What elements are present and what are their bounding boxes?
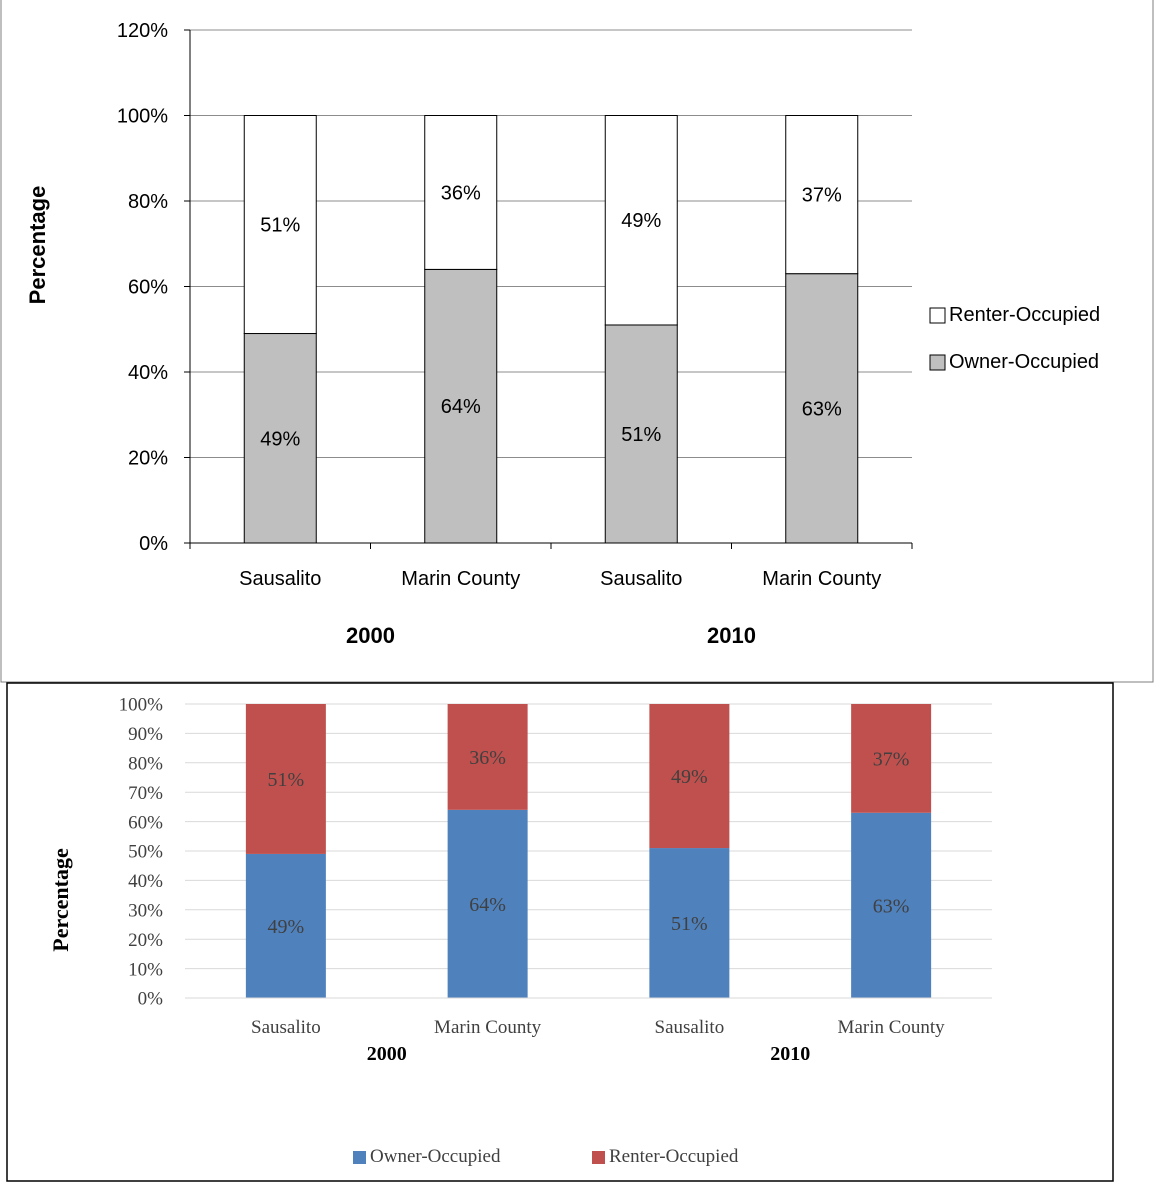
x-group-label: 2000 [346,623,395,648]
chart-top-y-axis: 0% 20% 40% 60% 80% 100% 120% [117,20,191,555]
chart-top-ylabel: Percentage [25,186,50,305]
y-tick-label: 70% [128,783,163,804]
chart-bottom-y-axis: 0% 10% 20% 30% 40% 50% 60% 70% 80% 90% 100% [119,695,164,1010]
data-label-renter-occupied: 51% [260,215,300,237]
x-category-label: Marin County [838,1017,946,1038]
data-label-renter-occupied: 49% [621,210,661,232]
data-label-owner-occupied: 63% [802,398,842,420]
y-tick-label: 100% [119,695,164,716]
y-tick-label: 40% [128,362,168,384]
y-tick-label: 60% [128,277,168,299]
y-tick-label: 10% [128,959,163,980]
x-group-label: 2010 [707,623,756,648]
y-tick-label: 20% [128,930,163,951]
y-tick-label: 90% [128,724,163,745]
x-category-label: Marin County [401,568,520,590]
chart-top-bars: 49% 51% 64% 36% 51% 49% 63% 37% [243,115,859,544]
data-label-renter-occupied: 36% [441,182,481,204]
data-label-renter-occupied: 37% [873,748,910,770]
bar-owner-occupied [785,273,859,544]
chart-bottom-ylabel: Percentage [48,848,73,952]
chart-bottom-x-axis: Sausalito Marin County Sausalito Marin Coun… [185,997,992,1065]
bar-renter-occupied [245,704,326,854]
legend-swatch-owner-occupied [929,354,946,371]
y-tick-label: 100% [117,106,168,128]
chart-top-legend: Renter-Occupied Owner-Occupied [929,304,1100,373]
data-label-owner-occupied: 64% [441,396,481,418]
legend-swatch-owner-occupied [353,1151,366,1164]
bar-renter-occupied [604,115,678,326]
chart-top-x-axis: Sausalito Marin County Sausalito Marin Coun… [189,542,913,648]
x-category-label: Sausalito [655,1017,725,1038]
chart-bottom: 0% 10% 20% 30% 40% 50% 60% 70% 80% 90% 100% 49% 51%… [6,682,1114,1182]
chart-bottom-bars: 49% 51% 64% 36% 51% 49% 63% 37% [245,704,932,998]
data-label-renter-occupied: 36% [469,747,506,769]
legend-label-owner-occupied: Owner-Occupied [949,351,1099,373]
data-label-owner-occupied: 64% [469,894,506,916]
bar-owner-occupied [649,848,730,998]
y-tick-label: 0% [139,533,168,555]
bar-renter-occupied [243,115,317,335]
bar-owner-occupied [851,812,932,998]
bar-renter-occupied [851,704,932,813]
bar-owner-occupied [243,333,317,544]
legend-swatch-renter-occupied [929,307,946,324]
data-label-renter-occupied: 51% [268,769,305,791]
x-category-label: Sausalito [600,568,682,590]
legend-swatch-renter-occupied [592,1151,605,1164]
chart-bottom-legend: Owner-Occupied Renter-Occupied [353,1146,739,1167]
data-label-renter-occupied: 37% [802,185,842,207]
y-tick-label: 20% [128,448,168,470]
bar-renter-occupied [424,115,498,270]
bar-owner-occupied [447,809,528,998]
legend-label-renter-occupied: Renter-Occupied [609,1146,739,1167]
data-label-owner-occupied: 51% [671,913,708,935]
x-category-label: Sausalito [239,568,321,590]
x-group-label: 2000 [367,1043,407,1065]
x-category-label: Sausalito [251,1017,321,1038]
bar-owner-occupied [424,268,498,544]
y-tick-label: 30% [128,900,163,921]
x-category-label: Marin County [434,1017,542,1038]
data-label-owner-occupied: 49% [260,428,300,450]
y-tick-label: 80% [128,191,168,213]
data-label-renter-occupied: 49% [671,766,708,788]
bar-renter-occupied [649,704,730,849]
y-tick-label: 50% [128,842,163,863]
bar-owner-occupied [604,324,678,544]
chart-top-frame [0,0,1154,683]
data-label-owner-occupied: 49% [268,916,305,938]
chart-bottom-frame [6,682,1114,1182]
y-tick-label: 120% [117,20,168,42]
data-label-owner-occupied: 51% [621,424,661,446]
y-tick-label: 40% [128,871,163,892]
y-tick-label: 0% [138,989,164,1010]
y-tick-label: 80% [128,753,163,774]
x-group-label: 2010 [770,1043,810,1065]
bar-owner-occupied [245,853,326,998]
chart-top: 0%20%40%60%80%100%120% 49%51%64%36%51%49… [0,0,1154,683]
bar-renter-occupied [447,704,528,810]
x-category-label: Marin County [762,568,881,590]
bar-renter-occupied [785,115,859,275]
legend-label-owner-occupied: Owner-Occupied [370,1146,501,1167]
y-tick-label: 60% [128,812,163,833]
data-label-owner-occupied: 63% [873,895,910,917]
legend-label-renter-occupied: Renter-Occupied [949,304,1100,326]
